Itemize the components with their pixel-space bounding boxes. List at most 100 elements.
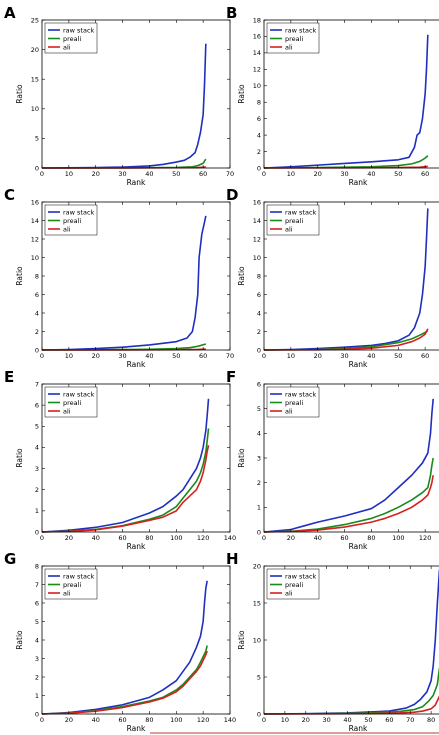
x-axis-label: Rank bbox=[349, 542, 368, 551]
y-tick-label: 5 bbox=[257, 673, 261, 681]
y-tick-label: 4 bbox=[257, 430, 261, 438]
legend-entry: raw stack bbox=[63, 390, 95, 398]
x-tick-label: 40 bbox=[145, 352, 153, 360]
y-axis-label: Ratio bbox=[237, 84, 246, 104]
plot-frame bbox=[263, 19, 439, 169]
y-tick-label: 16 bbox=[253, 198, 261, 206]
y-tick-label: 10 bbox=[31, 105, 39, 113]
x-tick-label: 0 bbox=[262, 352, 266, 360]
y-tick-label: 6 bbox=[35, 401, 39, 409]
y-tick-label: 14 bbox=[31, 217, 39, 225]
x-tick-label: 120 bbox=[197, 716, 209, 724]
y-tick-label: 4 bbox=[257, 309, 261, 317]
x-tick-label: 80 bbox=[145, 716, 153, 724]
x-tick-label: 30 bbox=[323, 716, 331, 724]
x-tick-label: 60 bbox=[385, 716, 393, 724]
y-tick-label: 15 bbox=[31, 76, 39, 84]
x-tick-label: 60 bbox=[421, 170, 429, 178]
y-tick-label: 5 bbox=[35, 423, 39, 431]
x-tick-label: 80 bbox=[427, 716, 435, 724]
x-tick-label: 80 bbox=[145, 534, 153, 542]
legend-entry: ali bbox=[63, 407, 71, 415]
y-axis-label: Ratio bbox=[237, 448, 246, 468]
y-tick-label: 20 bbox=[31, 46, 39, 54]
x-tick-label: 70 bbox=[226, 352, 234, 360]
x-tick-label: 140 bbox=[224, 716, 236, 724]
y-tick-label: 2 bbox=[35, 486, 39, 494]
panel-letter: C bbox=[4, 186, 15, 204]
y-tick-label: 12 bbox=[253, 66, 261, 74]
x-tick-label: 30 bbox=[340, 352, 348, 360]
x-tick-label: 100 bbox=[170, 534, 182, 542]
x-tick-label: 50 bbox=[172, 170, 180, 178]
x-tick-label: 10 bbox=[281, 716, 289, 724]
panel-b: B 0 10 20 30 40 50 60 70 0 2 4 6 8 10 12 14 16 18 Rank Ratio… bbox=[226, 4, 439, 187]
x-axis-label: Rank bbox=[349, 178, 368, 187]
legend-entry: raw stack bbox=[63, 26, 95, 34]
x-tick-label: 20 bbox=[65, 534, 73, 542]
x-tick-label: 40 bbox=[92, 716, 100, 724]
y-tick-label: 10 bbox=[31, 254, 39, 262]
panel-letter: D bbox=[226, 186, 238, 204]
x-tick-label: 50 bbox=[364, 716, 372, 724]
x-tick-label: 30 bbox=[118, 352, 126, 360]
y-tick-label: 18 bbox=[253, 16, 261, 24]
x-tick-label: 70 bbox=[226, 170, 234, 178]
x-tick-label: 60 bbox=[118, 534, 126, 542]
legend-entry: raw stack bbox=[285, 390, 317, 398]
series-line-preali bbox=[263, 457, 434, 533]
y-tick-label: 7 bbox=[35, 380, 39, 388]
y-tick-label: 6 bbox=[257, 380, 261, 388]
x-tick-label: 20 bbox=[287, 534, 295, 542]
x-tick-label: 20 bbox=[302, 716, 310, 724]
y-tick-label: 0 bbox=[257, 528, 261, 536]
x-tick-label: 10 bbox=[287, 352, 295, 360]
x-tick-label: 20 bbox=[314, 170, 322, 178]
x-tick-label: 0 bbox=[40, 170, 44, 178]
x-tick-label: 120 bbox=[197, 534, 209, 542]
x-tick-label: 60 bbox=[118, 716, 126, 724]
series-line-raw-stack bbox=[263, 398, 434, 533]
legend-entry: ali bbox=[285, 407, 293, 415]
series-line-ali bbox=[41, 445, 210, 533]
legend-entry: preali bbox=[285, 217, 303, 225]
legend-entry: ali bbox=[63, 589, 71, 597]
y-tick-label: 7 bbox=[35, 581, 39, 589]
x-axis-label: Rank bbox=[127, 542, 146, 551]
series-line-raw-stack bbox=[41, 215, 207, 351]
y-tick-label: 16 bbox=[253, 33, 261, 41]
panel-h: H010203040506070809005101520RankRatioraw… bbox=[226, 550, 439, 733]
x-tick-label: 30 bbox=[118, 170, 126, 178]
y-tick-label: 4 bbox=[257, 131, 261, 139]
x-tick-label: 50 bbox=[394, 170, 402, 178]
y-tick-label: 5 bbox=[35, 618, 39, 626]
x-tick-label: 20 bbox=[65, 716, 73, 724]
y-tick-label: 3 bbox=[35, 655, 39, 663]
x-tick-label: 40 bbox=[92, 534, 100, 542]
y-tick-label: 20 bbox=[253, 562, 261, 570]
x-tick-label: 20 bbox=[92, 352, 100, 360]
y-tick-label: 8 bbox=[257, 99, 261, 107]
y-tick-label: 0 bbox=[35, 710, 39, 718]
y-tick-label: 0 bbox=[257, 710, 261, 718]
x-tick-label: 10 bbox=[65, 352, 73, 360]
y-axis-label: Ratio bbox=[237, 266, 246, 286]
panel-g: G 0 20 40 60 80 100 120 140 0 1 2 3 4 5 6 7 8 Rank Ratio raw… bbox=[4, 550, 236, 733]
legend-entry: ali bbox=[285, 589, 293, 597]
x-tick-label: 10 bbox=[287, 170, 295, 178]
x-tick-label: 10 bbox=[65, 170, 73, 178]
y-tick-label: 1 bbox=[257, 504, 261, 512]
series-line-raw-stack bbox=[263, 34, 429, 169]
panel-letter: B bbox=[226, 4, 237, 22]
panel-letter: H bbox=[226, 550, 239, 568]
y-tick-label: 10 bbox=[253, 82, 261, 90]
y-tick-label: 0 bbox=[257, 346, 261, 354]
x-axis-label: Rank bbox=[127, 178, 146, 187]
x-tick-label: 50 bbox=[172, 352, 180, 360]
y-tick-label: 8 bbox=[35, 272, 39, 280]
y-tick-label: 6 bbox=[257, 291, 261, 299]
legend-entry: raw stack bbox=[63, 208, 95, 216]
x-tick-label: 40 bbox=[145, 170, 153, 178]
y-tick-label: 4 bbox=[35, 309, 39, 317]
x-tick-label: 0 bbox=[262, 534, 266, 542]
